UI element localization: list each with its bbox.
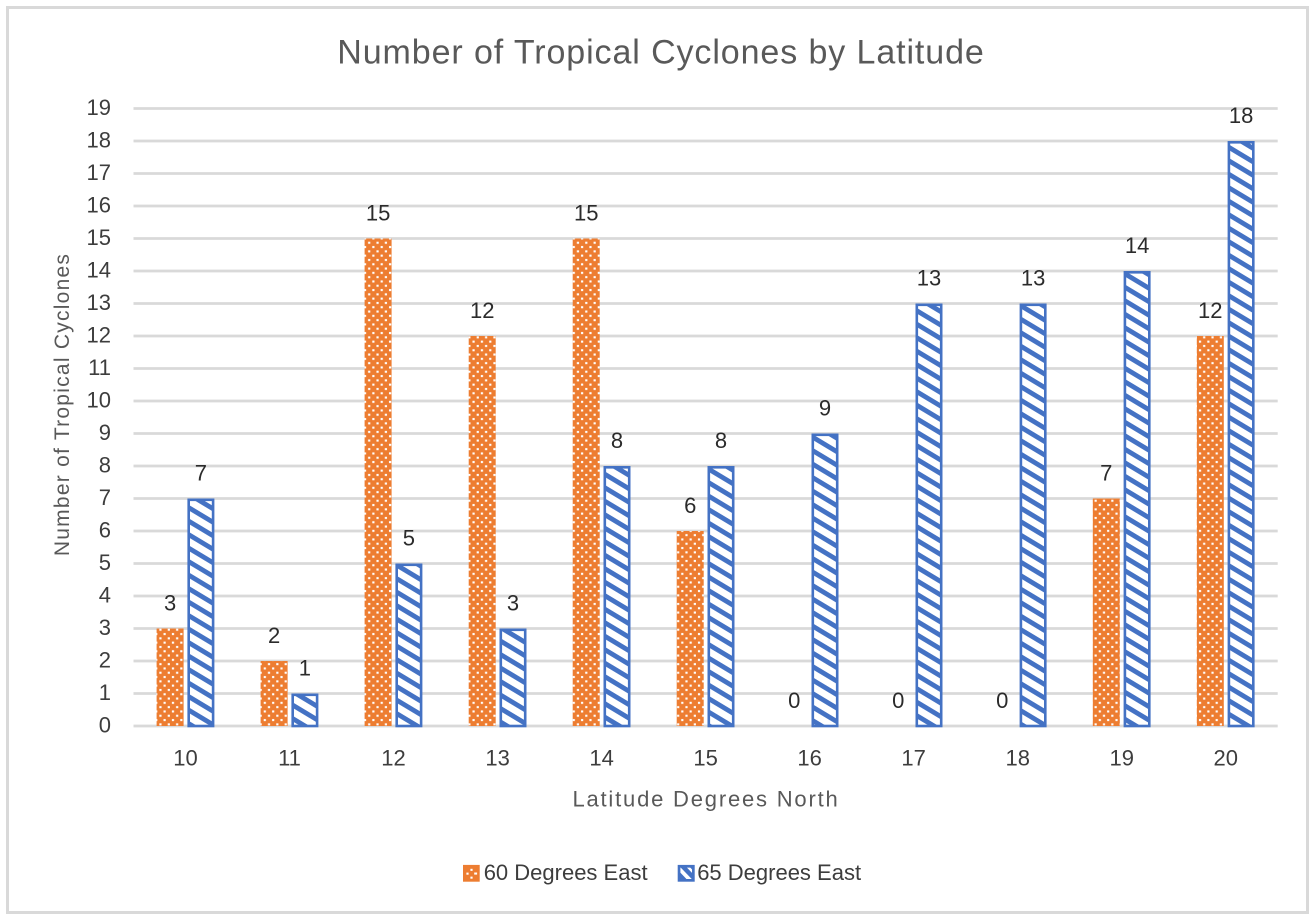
svg-text:4: 4: [99, 582, 111, 607]
svg-text:12: 12: [470, 298, 494, 323]
svg-text:10: 10: [87, 387, 111, 412]
svg-text:Latitude Degrees North: Latitude Degrees North: [572, 787, 839, 812]
svg-text:14: 14: [589, 746, 613, 771]
svg-text:Number of Tropical Cyclones by: Number of Tropical Cyclones by Latitude: [337, 34, 984, 72]
svg-text:18: 18: [87, 127, 111, 152]
svg-text:2: 2: [268, 623, 280, 648]
svg-text:12: 12: [381, 746, 405, 771]
svg-text:17: 17: [87, 160, 111, 185]
svg-text:8: 8: [715, 428, 727, 453]
svg-text:14: 14: [1125, 233, 1149, 258]
svg-text:11: 11: [278, 746, 301, 771]
svg-text:18: 18: [1005, 746, 1029, 771]
svg-text:16: 16: [797, 746, 821, 771]
svg-text:13: 13: [485, 746, 509, 771]
svg-text:0: 0: [788, 688, 800, 713]
svg-text:14: 14: [87, 257, 111, 282]
svg-text:15: 15: [574, 201, 598, 226]
svg-text:11: 11: [88, 355, 111, 380]
svg-text:3: 3: [164, 591, 176, 616]
svg-text:13: 13: [87, 290, 111, 315]
svg-text:12: 12: [87, 322, 111, 347]
svg-text:19: 19: [87, 95, 111, 120]
svg-text:8: 8: [611, 428, 623, 453]
svg-text:13: 13: [1021, 266, 1045, 291]
svg-text:60 Degrees East: 60 Degrees East: [484, 860, 648, 885]
svg-text:3: 3: [507, 591, 519, 616]
svg-text:17: 17: [901, 746, 925, 771]
svg-text:6: 6: [99, 517, 111, 542]
svg-text:15: 15: [87, 225, 111, 250]
svg-text:15: 15: [366, 201, 390, 226]
svg-text:0: 0: [996, 688, 1008, 713]
svg-text:5: 5: [403, 526, 415, 551]
svg-text:0: 0: [892, 688, 904, 713]
svg-text:8: 8: [99, 452, 111, 477]
svg-text:5: 5: [99, 550, 111, 575]
svg-text:15: 15: [693, 746, 717, 771]
svg-text:6: 6: [684, 493, 696, 518]
svg-text:7: 7: [195, 461, 207, 486]
svg-text:19: 19: [1109, 746, 1133, 771]
svg-text:9: 9: [99, 420, 111, 445]
svg-text:0: 0: [99, 712, 111, 737]
svg-text:1: 1: [299, 656, 311, 681]
svg-text:13: 13: [917, 266, 941, 291]
svg-text:Number of Tropical Cyclones: Number of Tropical Cyclones: [51, 253, 74, 556]
svg-text:9: 9: [819, 396, 831, 421]
svg-text:16: 16: [87, 192, 111, 217]
svg-text:10: 10: [173, 746, 197, 771]
svg-text:7: 7: [1100, 461, 1112, 486]
svg-text:12: 12: [1198, 298, 1222, 323]
svg-text:1: 1: [99, 680, 111, 705]
svg-text:65 Degrees East: 65 Degrees East: [697, 860, 861, 885]
svg-text:18: 18: [1229, 103, 1253, 128]
svg-text:2: 2: [99, 647, 111, 672]
svg-text:3: 3: [99, 615, 111, 640]
svg-text:7: 7: [99, 485, 111, 510]
svg-text:20: 20: [1213, 746, 1237, 771]
